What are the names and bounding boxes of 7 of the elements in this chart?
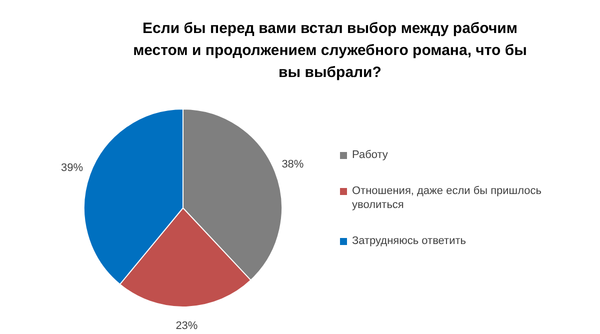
chart-title: Если бы перед вами встал выбор между рабочим местом и продолжением служебного романа, что бы вы выбрали? <box>132 19 528 83</box>
data-label: 23% <box>176 320 198 332</box>
data-label: 38% <box>282 158 304 171</box>
data-label: 39% <box>60 162 84 174</box>
legend-label: Затрудняюсь ответить <box>352 234 466 248</box>
legend-label: Работу <box>352 148 388 162</box>
legend-label: Отношения, даже если бы пришлось уволиться <box>352 184 543 212</box>
